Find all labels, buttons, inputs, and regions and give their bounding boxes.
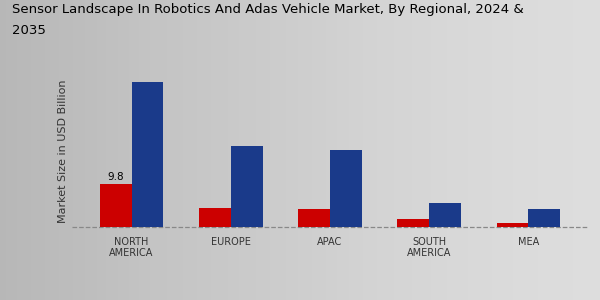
Bar [298, 209, 330, 227]
Bar [397, 220, 429, 227]
Y-axis label: Market Size in USD Billion: Market Size in USD Billion [58, 80, 68, 223]
Bar [100, 184, 131, 227]
Bar [330, 150, 362, 227]
Text: 2035: 2035 [12, 24, 46, 37]
Bar [429, 203, 461, 227]
Bar [231, 146, 263, 227]
Text: 9.8: 9.8 [107, 172, 124, 182]
Bar [131, 82, 163, 227]
Bar [199, 208, 231, 227]
Bar [0, 15, 600, 285]
Text: Sensor Landscape In Robotics And Adas Vehicle Market, By Regional, 2024 &: Sensor Landscape In Robotics And Adas Ve… [12, 3, 524, 16]
Bar [529, 209, 560, 227]
Bar [497, 223, 529, 227]
